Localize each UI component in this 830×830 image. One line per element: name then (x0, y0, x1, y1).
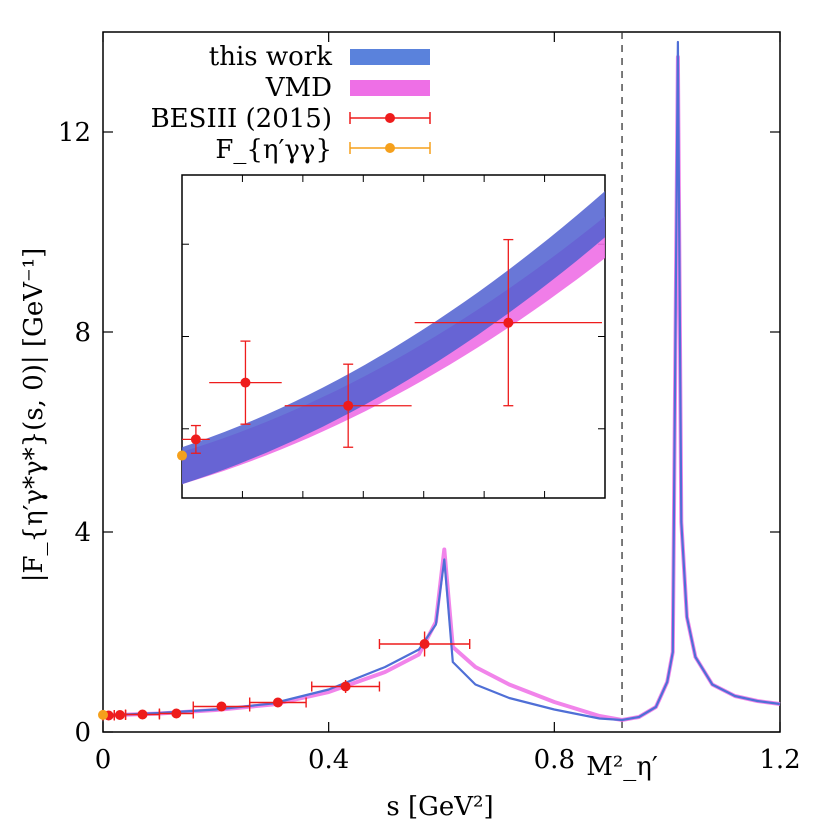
x-axis-title: s [GeV²] (386, 792, 493, 822)
vertical-line-label: M²_η′ (586, 752, 658, 782)
data-marker (216, 701, 227, 712)
data-marker (340, 681, 351, 692)
data-point-f-eta-gamma-gamma (98, 709, 108, 720)
data-point-besiii (113, 710, 127, 720)
x-tick-label: 1.2 (759, 745, 800, 775)
plot-frame (102, 31, 781, 733)
inset-data-marker (343, 400, 354, 411)
data-marker (137, 709, 148, 720)
y-axis-title: |F_{η′γ*γ*}(s, 0)| [GeV⁻¹] (19, 248, 49, 583)
data-point-besiii (158, 708, 194, 719)
inset-data-point-besiii (414, 238, 602, 407)
inset-data-marker (240, 377, 251, 388)
legend-label-this-work: this work (209, 42, 332, 72)
data-point-besiii (311, 680, 381, 693)
inset-data-point-besiii (182, 424, 210, 454)
legend-swatch-vmd (350, 80, 430, 96)
inset-data-point-f-eta-gamma-gamma (177, 450, 187, 461)
legend-label-vmd: VMD (265, 73, 332, 103)
main-plot-area: 0 0.4 0.8 1.2 0 4 8 12 (58, 31, 801, 775)
x-tick-label: 0.4 (308, 745, 349, 775)
y-tick-label: 4 (74, 518, 91, 548)
data-marker (98, 709, 108, 720)
data-marker (419, 639, 430, 649)
data-marker (171, 708, 182, 719)
y-tick-label: 12 (58, 118, 91, 148)
legend-swatch-this-work (350, 49, 430, 65)
data-marker (114, 710, 125, 720)
legend-marker-f-eta-gamma-gamma (349, 142, 431, 154)
inset-plot-area (177, 174, 606, 499)
inset-data-point-besiii (284, 363, 412, 448)
data-point-besiii (248, 697, 307, 708)
data-point-besiii (378, 631, 471, 657)
x-tick-label: 0.8 (534, 745, 575, 775)
inset-data-marker (503, 317, 514, 328)
data-point-besiii (124, 709, 161, 720)
inset-data-point-besiii (209, 340, 282, 425)
y-tick-label: 8 (74, 318, 91, 348)
data-marker (272, 697, 283, 708)
x-tick-label: 0 (95, 745, 112, 775)
y-tick-label: 0 (74, 718, 91, 748)
legend-label-f-eta-gamma-gamma: F_{η′γγ} (215, 135, 332, 165)
legend-marker-besiii (349, 112, 431, 124)
inset-data-marker (190, 434, 201, 445)
legend-label-besiii: BESIII (2015) (151, 104, 332, 134)
inset-band-this-work (182, 191, 605, 485)
legend: this work VMD BESIII (2015) F_{η′γγ} (151, 42, 431, 165)
